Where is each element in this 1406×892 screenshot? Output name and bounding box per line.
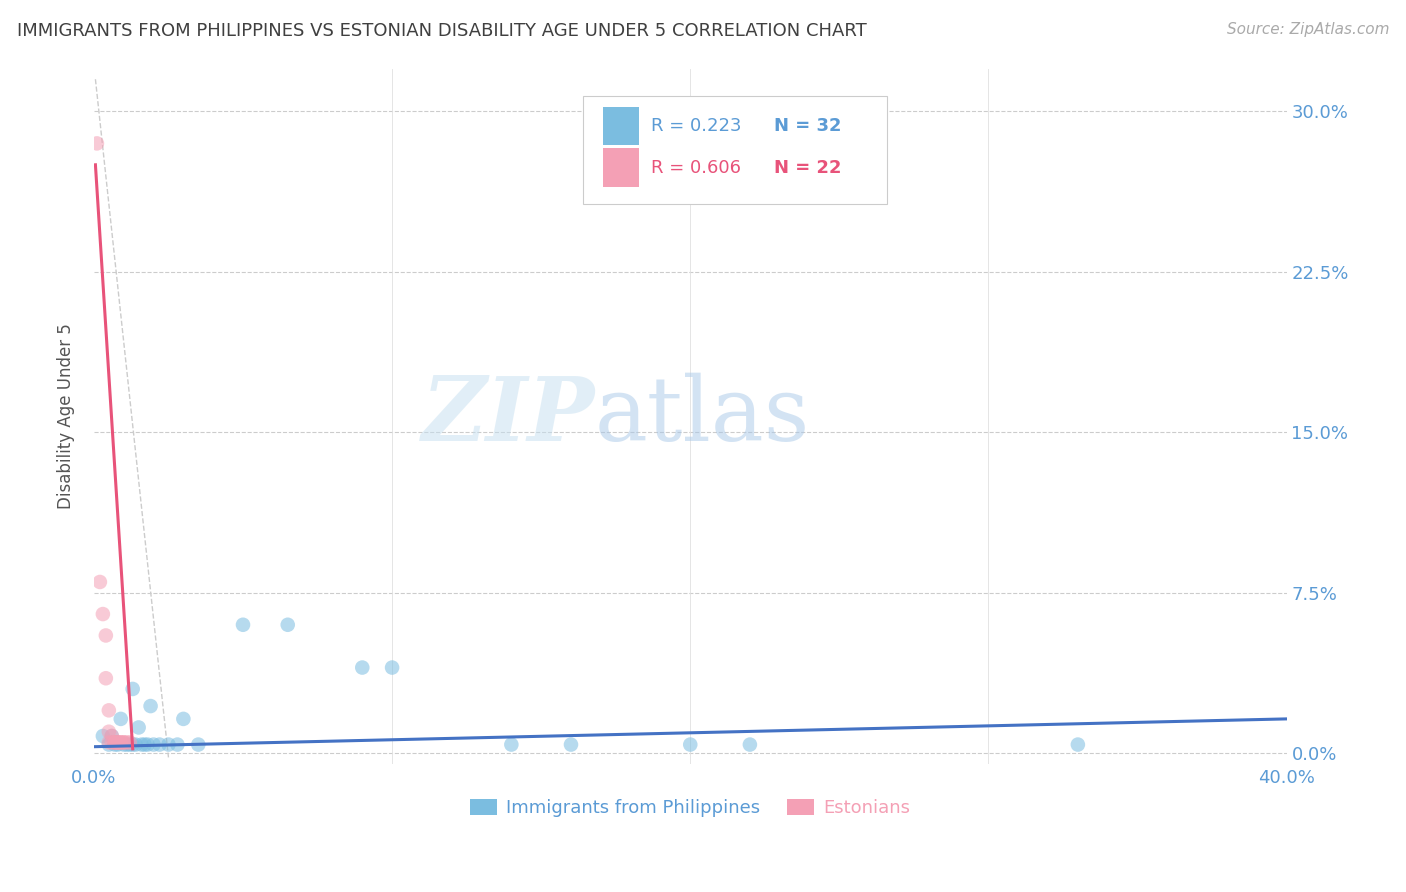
Point	[101, 729, 124, 743]
Point	[112, 735, 135, 749]
Text: atlas: atlas	[595, 373, 810, 460]
Point	[101, 729, 124, 743]
Text: R = 0.606: R = 0.606	[651, 159, 741, 177]
Point	[97, 724, 120, 739]
Point	[232, 617, 254, 632]
Text: R = 0.223: R = 0.223	[651, 117, 741, 136]
Point	[121, 738, 143, 752]
Point	[172, 712, 194, 726]
Point	[107, 735, 129, 749]
Point	[97, 735, 120, 749]
Point	[112, 735, 135, 749]
Point	[142, 738, 165, 752]
Point	[107, 735, 129, 749]
Point	[381, 660, 404, 674]
Text: N = 32: N = 32	[773, 117, 841, 136]
Point	[1067, 738, 1090, 752]
Point	[738, 738, 761, 752]
Point	[86, 136, 108, 151]
Point	[166, 738, 188, 752]
Point	[131, 738, 153, 752]
Point	[148, 738, 170, 752]
Point	[91, 729, 114, 743]
Point	[97, 738, 120, 752]
Point	[118, 738, 141, 752]
Point	[107, 735, 129, 749]
Point	[128, 721, 150, 735]
Point	[107, 738, 129, 752]
Point	[352, 660, 374, 674]
Point	[94, 671, 117, 685]
Point	[101, 735, 124, 749]
Point	[91, 607, 114, 621]
Point	[104, 735, 127, 749]
Point	[110, 735, 132, 749]
Legend: Immigrants from Philippines, Estonians: Immigrants from Philippines, Estonians	[463, 791, 918, 824]
Point	[118, 735, 141, 749]
Bar	[603, 148, 638, 186]
Point	[121, 681, 143, 696]
Text: N = 22: N = 22	[773, 159, 841, 177]
Point	[110, 712, 132, 726]
Point	[136, 738, 159, 752]
Point	[157, 738, 180, 752]
Point	[679, 738, 702, 752]
Point	[115, 738, 138, 752]
Point	[187, 738, 209, 752]
Point	[104, 735, 127, 749]
Point	[112, 738, 135, 752]
Text: ZIP: ZIP	[422, 373, 595, 459]
Point	[134, 738, 156, 752]
Text: IMMIGRANTS FROM PHILIPPINES VS ESTONIAN DISABILITY AGE UNDER 5 CORRELATION CHART: IMMIGRANTS FROM PHILIPPINES VS ESTONIAN …	[17, 22, 866, 40]
Point	[97, 703, 120, 717]
FancyBboxPatch shape	[583, 96, 887, 204]
Point	[501, 738, 523, 752]
Point	[104, 735, 127, 749]
Point	[110, 735, 132, 749]
Point	[104, 738, 127, 752]
Point	[94, 628, 117, 642]
Point	[560, 738, 582, 752]
Point	[89, 574, 111, 589]
Y-axis label: Disability Age Under 5: Disability Age Under 5	[58, 323, 75, 509]
Bar	[603, 107, 638, 145]
Point	[115, 735, 138, 749]
Point	[124, 738, 146, 752]
Point	[139, 699, 162, 714]
Point	[277, 617, 299, 632]
Text: Source: ZipAtlas.com: Source: ZipAtlas.com	[1226, 22, 1389, 37]
